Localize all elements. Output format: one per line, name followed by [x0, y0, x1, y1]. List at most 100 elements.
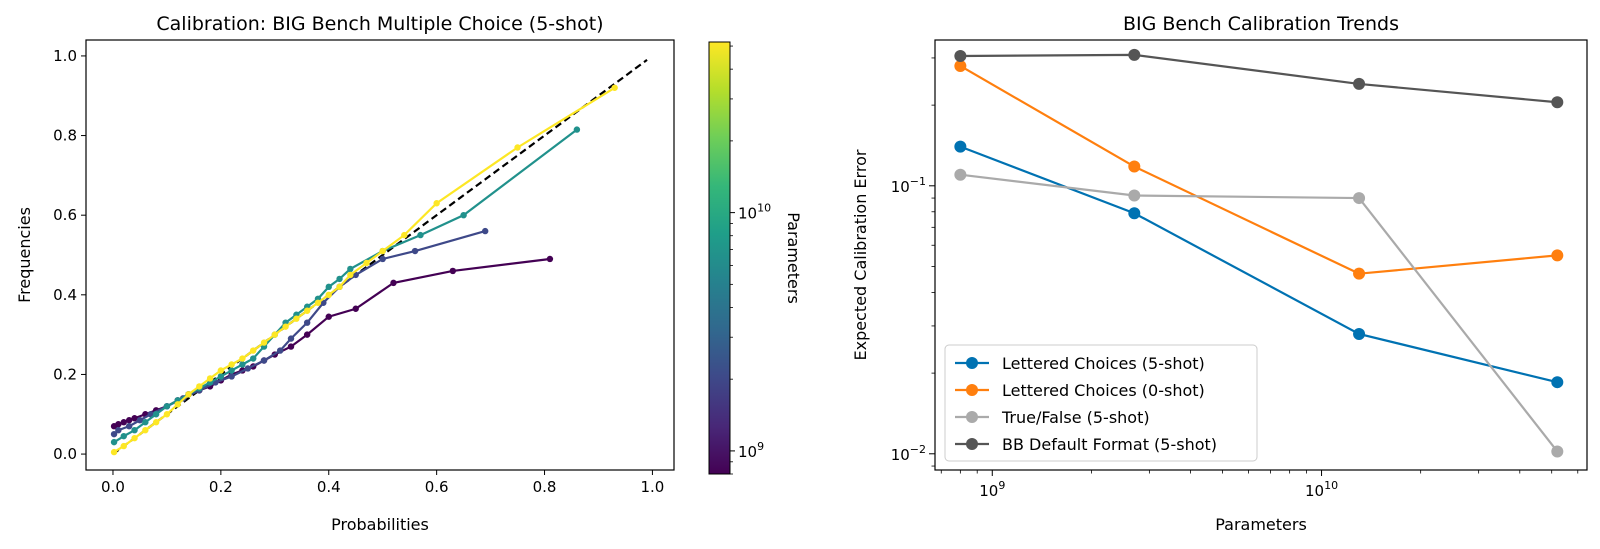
calibration-point — [206, 375, 214, 382]
legend-label: BB Default Format (5-shot) — [1002, 435, 1217, 454]
calibration-point — [352, 305, 359, 312]
calibration-x-axis-label: Probabilities — [331, 515, 429, 534]
calibration-point — [336, 283, 343, 291]
calibration-y-tick-label: 1.0 — [53, 47, 77, 65]
calibration-point — [401, 231, 408, 239]
trends-chart-title: BIG Bench Calibration Trends — [1123, 13, 1399, 35]
legend: Lettered Choices (5-shot) Lettered Choice… — [944, 344, 1258, 462]
calibration-point — [142, 426, 149, 434]
calibration-point — [347, 265, 354, 273]
legend-box — [944, 344, 1258, 462]
trends-y-axis-label: Expected Calibration Error — [851, 149, 870, 360]
calibration-point — [174, 401, 181, 408]
calibration-y-tick-label: 0.6 — [53, 206, 77, 224]
trends-point — [1353, 327, 1366, 340]
trends-point — [954, 168, 967, 181]
calibration-y-axis-label: Frequencies — [15, 207, 34, 303]
calibration-point — [573, 126, 581, 133]
calibration-point — [185, 391, 192, 398]
calibration-point — [293, 315, 300, 322]
calibration-point — [131, 434, 138, 442]
calibration-point — [379, 255, 386, 263]
trends-series-line — [960, 173, 1559, 453]
trends-point — [1128, 48, 1141, 61]
legend-swatch-marker — [966, 357, 978, 369]
calibration-point — [196, 383, 203, 390]
calibration-point — [125, 417, 133, 424]
colorbar-tick-label: 109 — [738, 440, 764, 461]
legend-item: Lettered Choices (5-shot) — [955, 354, 1205, 373]
colorbar: 109 1010 Parameters — [708, 41, 803, 475]
colorbar-tick-label: 1010 — [738, 202, 771, 223]
calibration-series-1 — [110, 227, 489, 438]
calibration-point — [379, 247, 386, 255]
calibration-chart: Calibration: BIG Bench Multiple Choice (… — [15, 13, 675, 534]
trends-point — [1353, 192, 1366, 205]
trends-point — [1128, 189, 1141, 202]
legend-label: Lettered Choices (5-shot) — [1002, 354, 1205, 373]
calibration-point — [260, 357, 268, 364]
calibration-point — [460, 211, 467, 219]
trends-point — [1353, 267, 1366, 280]
calibration-point — [115, 426, 122, 434]
trends-x-tick-label: 109 — [979, 479, 1005, 500]
calibration-x-tick-label: 0.4 — [317, 478, 341, 496]
colorbar-gradient — [708, 41, 731, 475]
calibration-point — [125, 423, 133, 430]
calibration-point — [152, 411, 160, 418]
calibration-plot-frame — [85, 39, 675, 471]
calibration-x-tick-label: 0.2 — [209, 478, 233, 496]
calibration-point — [325, 291, 332, 299]
calibration-point — [142, 419, 149, 426]
calibration-point — [325, 283, 332, 291]
trends-point — [1353, 77, 1366, 90]
calibration-point — [411, 247, 419, 255]
trends-point — [1128, 207, 1141, 220]
trends-series-line — [960, 53, 1558, 104]
trends-series-line — [959, 65, 1558, 275]
perfect-calibration-line — [112, 59, 648, 455]
calibration-point — [163, 403, 171, 410]
calibration-point — [228, 373, 235, 380]
calibration-point — [110, 448, 118, 456]
calibration-point — [417, 231, 424, 239]
calibration-x-tick-label: 0.8 — [533, 478, 557, 496]
calibration-point — [217, 367, 225, 374]
calibration-point — [152, 419, 160, 426]
trends-chart: BIG Bench Calibration Trends 109 1010 10−… — [851, 13, 1588, 534]
calibration-point — [546, 255, 554, 263]
calibration-y-tick-label: 0.4 — [53, 286, 77, 304]
calibration-point — [282, 323, 289, 330]
calibration-point — [363, 259, 370, 267]
calibration-point — [120, 432, 127, 440]
calibration-point — [131, 415, 138, 422]
trends-series-2 — [954, 168, 1564, 458]
trends-point — [1551, 96, 1564, 109]
trends-y-tick-label: 10−1 — [891, 175, 926, 196]
calibration-y-tick-label: 0.8 — [53, 127, 77, 145]
calibration-point — [250, 355, 257, 362]
calibration-point — [239, 355, 246, 362]
calibration-point — [260, 339, 268, 346]
calibration-point — [136, 417, 144, 424]
trends-x-axis-label: Parameters — [1215, 515, 1307, 534]
calibration-point — [120, 419, 127, 426]
calibration-point — [287, 335, 295, 342]
calibration-x-tick-label: 0.0 — [101, 478, 125, 496]
legend-item: Lettered Choices (0-shot) — [955, 381, 1205, 400]
calibration-point — [347, 271, 354, 279]
trends-point — [1551, 376, 1564, 389]
calibration-series-3 — [110, 84, 618, 456]
trends-series-0 — [954, 140, 1564, 389]
calibration-point — [325, 313, 332, 320]
calibration-point — [390, 279, 397, 287]
legend-swatch-marker — [966, 411, 978, 423]
calibration-point — [611, 84, 618, 91]
trends-point — [1128, 160, 1141, 173]
calibration-series-2 — [110, 126, 581, 446]
calibration-x-tick-label: 0.6 — [425, 478, 449, 496]
trends-series-3 — [954, 48, 1564, 109]
calibration-y-tick-label: 0.2 — [53, 365, 77, 383]
calibration-point — [110, 430, 118, 438]
trends-y-tick-label: 10−2 — [891, 443, 926, 464]
